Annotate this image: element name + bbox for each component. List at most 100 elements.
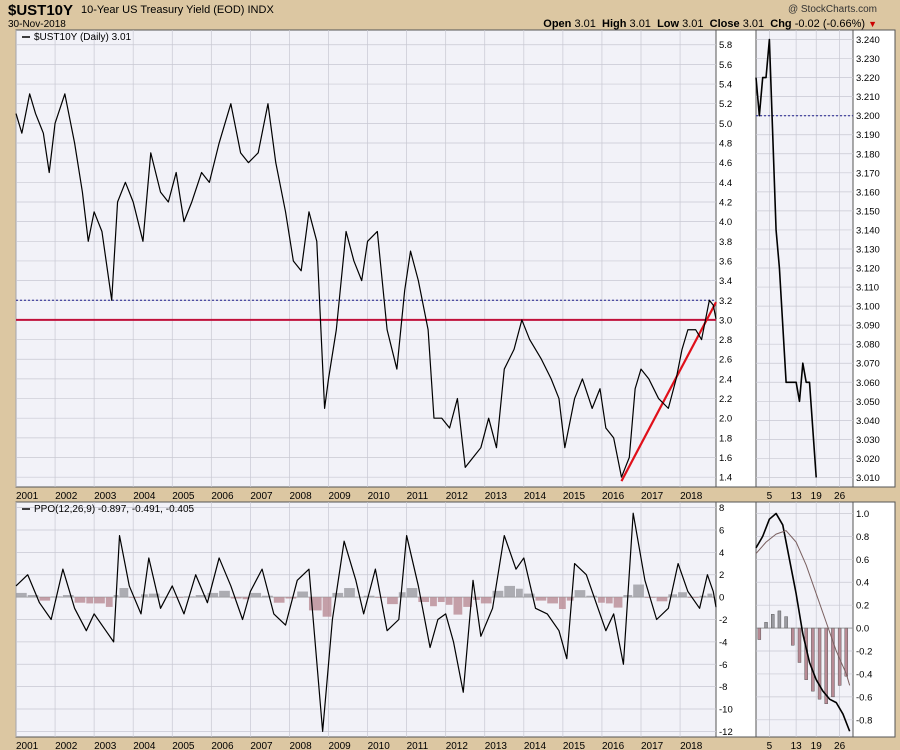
ppo-histogram-bar (62, 595, 74, 598)
ppo-y-tick-label: 4 (719, 548, 724, 559)
main-y-tick-label: 1.8 (719, 433, 732, 444)
main-zoom-y-tick-label: 3.180 (856, 149, 880, 160)
chg-value: -0.02 (-0.66%) (794, 18, 866, 30)
main-zoom-y-tick-label: 3.140 (856, 225, 880, 236)
ppo-histogram-bar (558, 597, 566, 610)
ppo-histogram-bar (195, 595, 207, 598)
ppo-zoom-y-axis-area (852, 501, 896, 738)
ppo-histogram-bar (285, 597, 297, 599)
close-value: 3.01 (742, 18, 765, 30)
ppo-histogram-bar (668, 594, 678, 598)
main-y-tick-label: 5.6 (719, 60, 732, 71)
ppo-histogram-bar (504, 585, 515, 598)
ppo-zoom-x-tick-label: 26 (834, 741, 846, 750)
main-zoom-y-tick-label: 3.160 (856, 187, 880, 198)
ppo-y-tick-label: -8 (719, 682, 727, 693)
ppo-zoom-y-tick-label: 1.0 (856, 509, 869, 520)
ppo-histogram-bar (297, 591, 308, 598)
main-x-tick-label: 2017 (641, 491, 664, 502)
quote-summary: Open 3.01 High 3.01 Low 3.01 Close 3.01 … (543, 18, 877, 30)
main-y-tick-label: 3.2 (719, 296, 732, 307)
high-label: High (602, 18, 627, 30)
main-x-tick-label: 2018 (680, 491, 703, 502)
ppo-zoom-x-tick-label: 19 (811, 741, 823, 750)
ppo-zoom-x-tick-label: 13 (791, 741, 803, 750)
main-zoom-y-tick-label: 3.220 (856, 73, 880, 84)
ppo-x-tick-label: 2017 (641, 741, 664, 750)
ppo-histogram-bar (473, 597, 480, 600)
ppo-histogram-bar (86, 597, 94, 604)
main-zoom-y-tick-label: 3.040 (856, 416, 880, 427)
main-y-tick-label: 3.0 (719, 315, 732, 326)
ppo-zoom-y-tick-label: 0.0 (856, 624, 869, 635)
main-zoom-x-tick-label: 26 (834, 491, 846, 502)
ppo-y-tick-label: 2 (719, 570, 724, 581)
ppo-x-tick-label: 2006 (211, 741, 234, 750)
ppo-histogram-bar (273, 597, 285, 603)
description-text: 10-Year US Treasury Yield (EOD) (81, 4, 245, 16)
ppo-zoom-y-tick-label: 0.4 (856, 578, 869, 589)
ppo-zoom-y-tick-label: -0.2 (856, 647, 872, 658)
main-y-tick-label: 2.6 (719, 355, 732, 366)
ppo-histogram-bar (445, 597, 453, 605)
down-arrow-icon: ▼ (868, 19, 877, 29)
main-zoom-y-tick-label: 3.070 (856, 359, 880, 370)
ppo-zoom-y-tick-label: -0.6 (856, 692, 872, 703)
main-zoom-y-tick-label: 3.120 (856, 264, 880, 275)
main-x-tick-label: 2004 (133, 491, 156, 502)
main-x-tick-label: 2008 (289, 491, 312, 502)
main-y-tick-label: 2.8 (719, 335, 732, 346)
symbol-description: 10-Year US Treasury Yield (EOD) INDX (81, 4, 274, 16)
ppo-histogram-bar (566, 597, 574, 601)
ppo-histogram-bar (148, 593, 160, 598)
main-x-tick-label: 2005 (172, 491, 195, 502)
chart-header: $UST10Y 10-Year US Treasury Yield (EOD) … (8, 2, 892, 30)
main-zoom-y-tick-label: 3.050 (856, 397, 880, 408)
ppo-y-tick-label: 6 (719, 525, 724, 536)
chart-date: 30-Nov-2018 (8, 19, 66, 30)
main-zoom-y-tick-label: 3.020 (856, 454, 880, 465)
main-x-tick-label: 2015 (563, 491, 586, 502)
ppo-zoom-x-tick-label: 5 (767, 741, 773, 750)
ppo-zoom-y-tick-label: -0.4 (856, 669, 872, 680)
main-legend-label: $UST10Y (Daily) 3.01 (34, 32, 132, 43)
ppo-zoom-series-line-0 (755, 512, 851, 732)
ppo-x-tick-label: 2012 (446, 741, 469, 750)
ppo-y-tick-label: 0 (719, 593, 724, 604)
ppo-x-tick-label: 2015 (563, 741, 586, 750)
ppo-zoom-histogram-bar (784, 616, 788, 629)
ppo-zoom-histogram-bar (791, 627, 795, 646)
ppo-histogram-bar (437, 597, 445, 603)
ppo-x-tick-label: 2016 (602, 741, 625, 750)
ppo-histogram-bar (242, 597, 250, 600)
ppo-histogram-bar (39, 597, 51, 601)
ppo-y-tick-label: -4 (719, 637, 727, 648)
main-plot-area (15, 29, 717, 488)
ppo-zoom-histogram-bar (771, 614, 775, 629)
ppo-histogram-bar (656, 597, 668, 602)
ppo-histogram-bar (27, 595, 39, 598)
low-label: Low (657, 18, 680, 30)
ppo-histogram-bar (332, 592, 344, 598)
ppo-x-tick-label: 2007 (250, 741, 273, 750)
ppo-histogram-bar (613, 597, 623, 608)
main-y-tick-label: 4.8 (719, 139, 732, 150)
main-zoom-y-tick-label: 3.010 (856, 473, 880, 484)
ppo-histogram-bar (418, 597, 430, 603)
main-y-tick-label: 2.0 (719, 414, 732, 425)
main-series-line-0 (15, 93, 717, 478)
ppo-histogram-bar (119, 588, 129, 598)
ppo-histogram-bar (598, 597, 605, 603)
low-value: 3.01 (682, 18, 704, 30)
ppo-histogram-bar (230, 597, 242, 599)
main-zoom-y-tick-label: 3.080 (856, 340, 880, 351)
ppo-legend-label: PPO(12,26,9) -0.897, -0.491, -0.405 (34, 504, 195, 515)
ppo-histogram-bar (463, 597, 473, 607)
ppo-histogram-bar (262, 595, 273, 598)
high-value: 3.01 (629, 18, 651, 30)
ppo-x-tick-label: 2001 (16, 741, 39, 750)
main-x-tick-label: 2011 (407, 491, 429, 502)
main-y-tick-label: 1.6 (719, 453, 732, 464)
ppo-histogram-bar (322, 597, 332, 617)
main-zoom-y-tick-label: 3.090 (856, 321, 880, 332)
